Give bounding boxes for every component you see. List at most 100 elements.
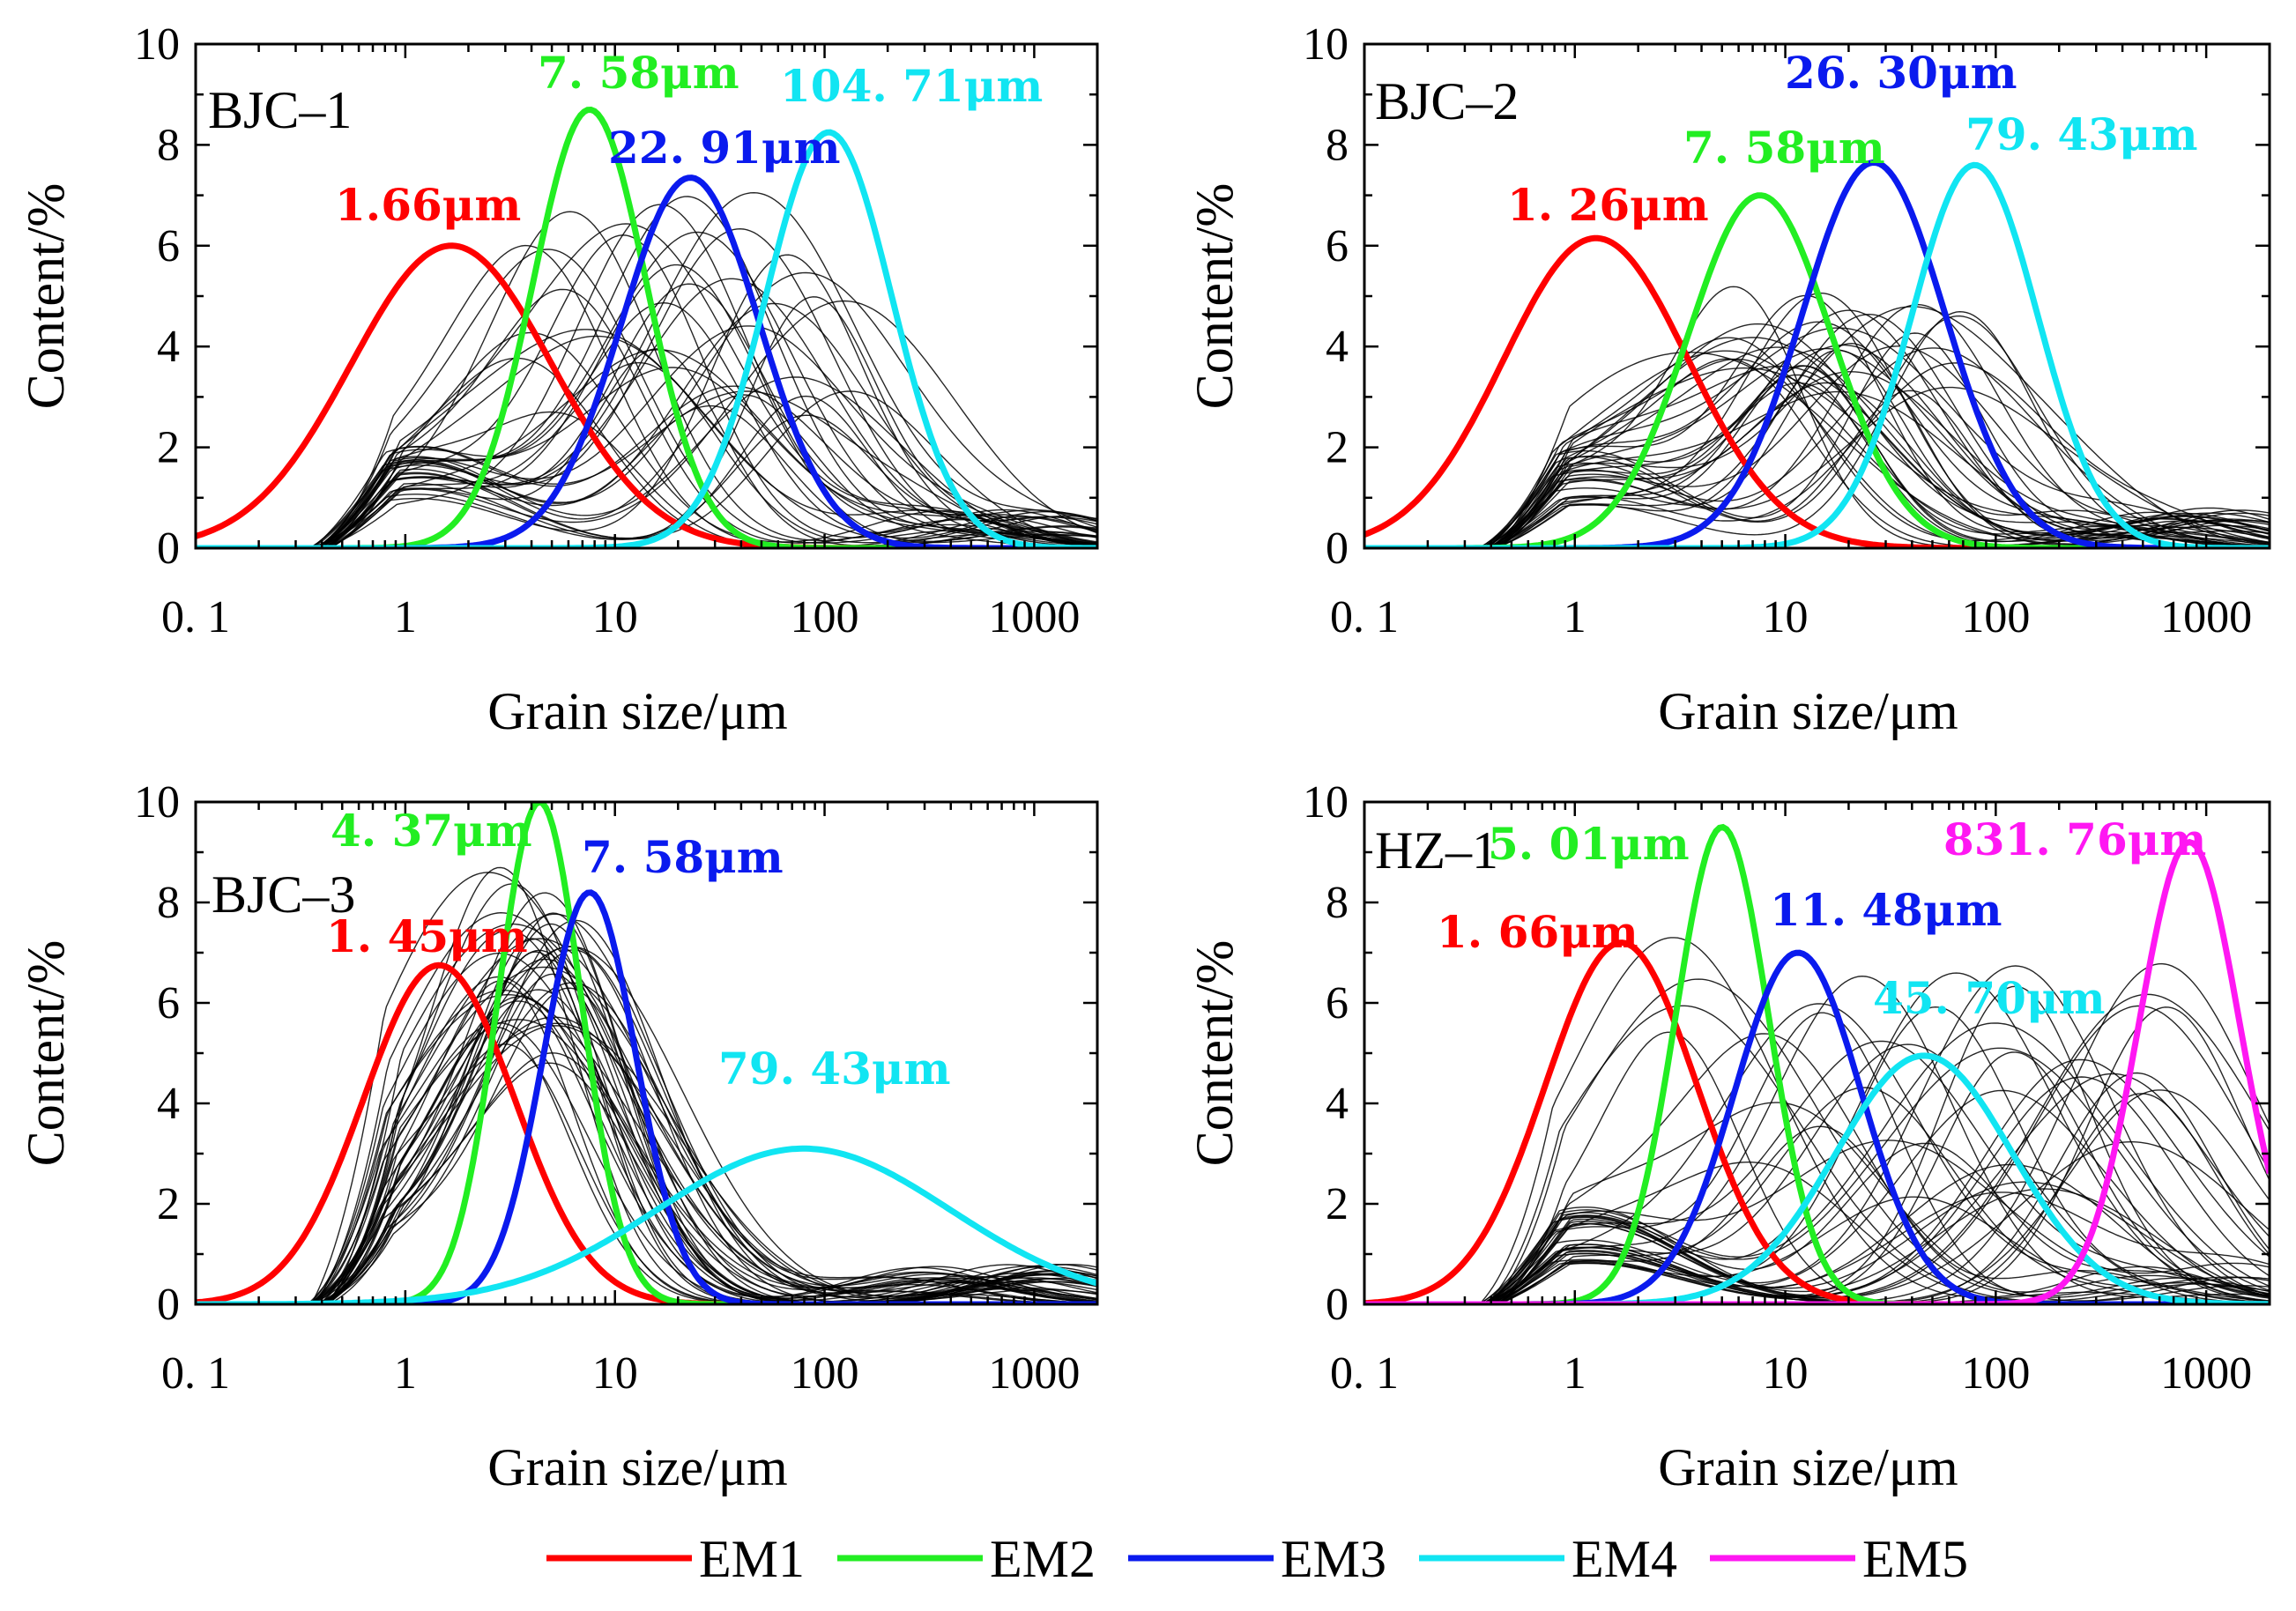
sample-curve — [1364, 321, 2270, 548]
panel-2: 0. 1 1 10 100 1000 0 2 4 6 8 10 Grain size/μm Conten… — [1185, 19, 2271, 740]
y-tick-label: 4 — [1326, 1079, 1349, 1129]
sample-curve — [196, 211, 1097, 548]
sample-curve — [196, 244, 1097, 548]
plot-area — [1364, 159, 2270, 548]
x-tick-label: 1 — [394, 592, 417, 642]
x-tick-label: 0. 1 — [161, 592, 230, 642]
y-axis-title: Content/% — [1185, 940, 1244, 1167]
sample-curve — [196, 1052, 1097, 1304]
peak-label-em3: 26. 30μm — [1785, 47, 2017, 99]
x-axis-title: Grain size/μm — [1658, 1438, 1958, 1496]
curve-em5 — [1364, 838, 2270, 1304]
panel-title: HZ–1 — [1375, 821, 1498, 880]
panel-3: 0. 1 1 10 100 1000 0 2 4 6 8 10 Grain size/μm Conten… — [17, 777, 1099, 1496]
sample-curve — [196, 223, 1097, 548]
x-tick-label: 10 — [592, 592, 638, 642]
sample-curve — [196, 980, 1097, 1304]
legend-label: EM3 — [1281, 1530, 1386, 1588]
sample-curve — [196, 296, 1097, 548]
sample-curve — [196, 335, 1097, 548]
peak-label-em2: 7. 58μm — [538, 47, 739, 99]
peak-label-em4: 79. 43μm — [1965, 108, 2197, 160]
sample-curve — [1364, 286, 2270, 548]
x-axis-title: Grain size/μm — [1658, 682, 1958, 740]
sample-curve — [1364, 975, 2270, 1304]
legend-item-em1: EM1 — [546, 1530, 805, 1588]
peak-label-em4: 45. 70μm — [1873, 972, 2105, 1024]
x-tick-label: 0. 1 — [1330, 592, 1399, 642]
y-tick-label: 4 — [157, 322, 180, 372]
curve-em1 — [1364, 939, 2270, 1304]
y-tick-label: 8 — [157, 878, 180, 928]
legend-label: EM1 — [699, 1530, 805, 1588]
sample-curve — [1364, 1043, 2270, 1304]
sample-curve — [1364, 347, 2270, 548]
sample-curve — [1364, 1125, 2270, 1304]
peak-label-em2: 7. 58μm — [1683, 122, 1885, 174]
curve-em2 — [1364, 823, 2270, 1304]
y-tick-label: 2 — [157, 1179, 180, 1229]
x-tick-label: 10 — [1763, 1348, 1809, 1399]
peak-label-em1: 1.66μm — [335, 179, 521, 231]
sample-curve — [196, 361, 1097, 548]
y-tick-label: 2 — [1326, 1179, 1349, 1229]
plot-area — [196, 106, 1097, 548]
sample-curve — [196, 913, 1097, 1304]
legend-item-em2: EM2 — [837, 1530, 1096, 1588]
panel-title: BJC–2 — [1375, 72, 1519, 130]
x-tick-label: 1 — [1564, 1348, 1586, 1399]
peak-label-em3: 7. 58μm — [582, 831, 784, 883]
sample-curve — [1364, 347, 2270, 548]
sample-curve — [196, 949, 1097, 1304]
legend-item-em3: EM3 — [1128, 1530, 1386, 1588]
panel-title: BJC–3 — [212, 865, 355, 924]
sample-curve — [1364, 985, 2270, 1304]
y-tick-label: 10 — [1303, 19, 1349, 70]
legend-item-em5: EM5 — [1710, 1530, 1968, 1588]
sample-curve — [196, 394, 1097, 548]
x-tick-label: 100 — [791, 1348, 859, 1399]
sample-curve — [1364, 382, 2270, 548]
y-tick-label: 8 — [1326, 878, 1349, 928]
sample-curve — [1364, 386, 2270, 548]
y-tick-label: 2 — [157, 423, 180, 473]
peak-label-em5: 831. 76μm — [1943, 813, 2206, 865]
peak-label-em1: 1. 66μm — [1437, 906, 1638, 958]
sample-curve — [196, 288, 1097, 548]
y-tick-label: 8 — [157, 120, 180, 170]
x-tick-label: 10 — [592, 1348, 638, 1399]
y-tick-label: 0 — [157, 1280, 180, 1330]
sample-curve — [1364, 1073, 2270, 1304]
y-tick-label: 4 — [157, 1079, 180, 1129]
peak-label-em4: 79. 43μm — [718, 1043, 950, 1095]
y-tick-label: 6 — [157, 221, 180, 271]
x-tick-label: 1000 — [2160, 1348, 2252, 1399]
sample-curve — [1364, 327, 2270, 548]
peak-label-em2: 4. 37μm — [331, 805, 532, 857]
curve-em3 — [1364, 949, 2270, 1304]
sample-curve — [1364, 937, 2270, 1304]
legend: EM1 EM2 EM3 EM4 EM5 — [546, 1530, 1968, 1588]
y-tick-label: 6 — [1326, 978, 1349, 1028]
y-tick-label: 10 — [134, 777, 180, 828]
x-tick-label: 1 — [1564, 592, 1586, 642]
plot-area — [196, 802, 1097, 1304]
sample-curve — [1364, 390, 2270, 548]
panel-1: 0. 1 1 10 100 1000 0 2 4 6 8 10 Grain size/μm Conten… — [17, 19, 1099, 740]
sample-curve — [196, 367, 1097, 548]
x-tick-label: 10 — [1763, 592, 1809, 642]
legend-label: EM2 — [990, 1530, 1096, 1588]
x-tick-label: 0. 1 — [161, 1348, 230, 1399]
sample-curve — [1364, 1006, 2270, 1304]
sample-curve — [1364, 362, 2270, 548]
peak-label-em1: 1. 45μm — [326, 910, 528, 962]
sample-curve — [1364, 337, 2270, 548]
sample-curve — [1364, 1089, 2270, 1304]
sample-curve — [196, 1026, 1097, 1304]
x-tick-label: 0. 1 — [1330, 1348, 1399, 1399]
sample-curve — [1364, 1142, 2270, 1304]
y-tick-label: 8 — [1326, 120, 1349, 170]
curve-em4 — [196, 129, 1097, 548]
peak-label-em1: 1. 26μm — [1507, 179, 1709, 231]
